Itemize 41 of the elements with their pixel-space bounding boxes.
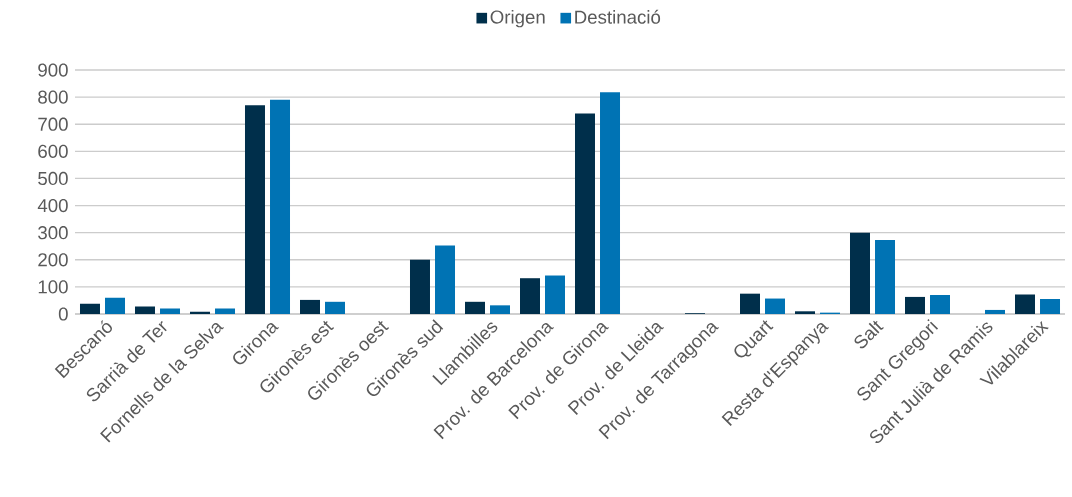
- bar: [79, 303, 100, 314]
- bar: [740, 293, 760, 314]
- bar: [850, 232, 870, 314]
- y-tick-label: 600: [38, 144, 68, 158]
- y-tick-label: 0: [58, 307, 68, 321]
- bar: [600, 92, 621, 314]
- bar: [160, 308, 181, 314]
- bar: [905, 296, 925, 314]
- y-tick-label: 200: [38, 253, 68, 267]
- x-tick-label: Salt: [854, 320, 884, 349]
- y-tick-label: 500: [38, 171, 68, 186]
- bar: [325, 301, 346, 314]
- bar: [244, 105, 265, 314]
- bar: [765, 298, 786, 314]
- bar: [299, 299, 320, 314]
- bar: [490, 305, 511, 314]
- bar: [795, 311, 815, 314]
- legend-label: Destinació: [575, 9, 661, 24]
- y-tick-label: 100: [38, 280, 68, 294]
- bar: [435, 245, 456, 314]
- bar: [215, 308, 236, 314]
- bar: [545, 275, 566, 314]
- bar: [409, 259, 430, 314]
- bar: [190, 311, 210, 314]
- y-tick-label: 900: [38, 63, 68, 77]
- bar: [985, 309, 1006, 314]
- bar: [465, 301, 485, 314]
- y-tick-label: 800: [38, 90, 68, 104]
- y-tick-label: 700: [38, 117, 68, 131]
- bar: [575, 113, 595, 314]
- bar: [1040, 299, 1061, 314]
- y-tick-label: 400: [37, 198, 68, 213]
- bar: [930, 295, 951, 314]
- bar: [875, 239, 896, 314]
- legend-label: Origen: [490, 9, 545, 28]
- y-tick-label: 300: [38, 226, 68, 240]
- bar: [1015, 294, 1035, 314]
- bar: [270, 99, 291, 314]
- bar: [520, 278, 540, 314]
- bar: [134, 306, 155, 314]
- bar: [105, 297, 126, 314]
